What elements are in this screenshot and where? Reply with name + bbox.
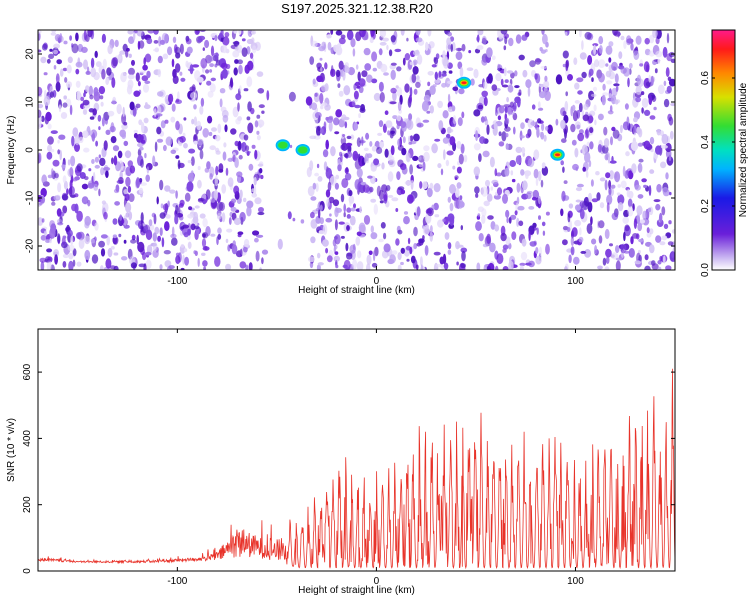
colorbar-label: Normalized spectral amplitude	[738, 82, 749, 217]
x-axis-label: Height of straight line (km)	[298, 585, 415, 596]
snr-frame	[37, 328, 676, 572]
colorbar: 0.0 0.2 0.4 0.6 Normalized spectral amplitud…	[700, 29, 749, 277]
x-tick-label: 100	[567, 576, 584, 587]
x-axis-label: Height of straight line (km)	[298, 285, 415, 296]
x-tick-label: 0	[374, 576, 380, 587]
snr-series-group	[38, 368, 675, 570]
y-tick-label: 0	[25, 147, 36, 153]
heatmap-hotspot	[275, 139, 291, 152]
chart-title: S197.2025.321.12.38.R20	[281, 1, 433, 16]
heatmap-hotspot	[550, 148, 565, 161]
colorbar-tick-label: 0.0	[700, 263, 711, 277]
heatmap-hotspot	[295, 144, 310, 156]
y-tick-label: 400	[22, 430, 33, 447]
snr-series-line	[38, 368, 675, 570]
y-tick-label: 20	[25, 48, 36, 60]
y-axis-label: Frequency (Hz)	[6, 116, 17, 185]
colorbar-tick-label: 0.4	[700, 135, 711, 149]
y-tick-label: 10	[25, 96, 36, 108]
y-axis-label: SNR (10 * v/v)	[6, 418, 17, 482]
colorbar-tick-label: 0.6	[700, 71, 711, 85]
y-tick-label: -20	[25, 238, 36, 253]
colorbar-gradient	[711, 29, 736, 271]
y-tick-label: 200	[22, 496, 33, 513]
heatmap-cells	[38, 30, 675, 270]
x-tick-label: -100	[167, 576, 187, 587]
y-tick-label: 600	[22, 363, 33, 380]
y-tick-label: -10	[25, 190, 36, 205]
x-tick-label: 0	[374, 276, 380, 287]
x-tick-label: -100	[167, 276, 187, 287]
snr-panel: -100 0 100 0 200 400 600 Height of straight lin…	[6, 328, 676, 596]
heatmap-hotspot	[456, 76, 472, 89]
colorbar-tick-label: 0.2	[700, 199, 711, 213]
y-tick-label: 0	[22, 568, 33, 574]
x-tick-label: 100	[567, 276, 584, 287]
